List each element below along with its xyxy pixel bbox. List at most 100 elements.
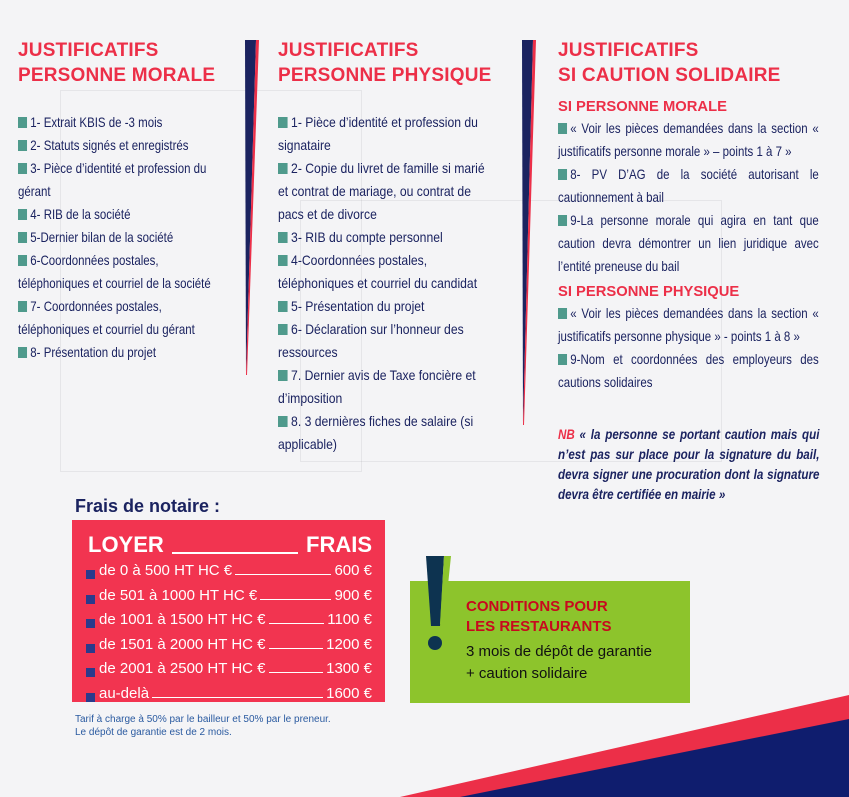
footer-band <box>400 695 849 797</box>
list-item: 8. 3 dernières fiches de salaire (si app… <box>278 410 487 456</box>
list-item: 5- Présentation du projet <box>278 295 487 318</box>
list-item: 6- Déclaration sur l’honneur des ressour… <box>278 318 487 364</box>
list-item-text: 1- Pièce d’identité et profession du sig… <box>278 114 478 153</box>
exclamation-icon <box>426 556 451 650</box>
list-item-text: 2- Copie du livret de famille si marié e… <box>278 160 485 222</box>
bullet-square-icon <box>86 643 95 653</box>
frais-range: de 1001 à 1500 HT HC € <box>99 611 266 628</box>
bullet-square-icon <box>86 594 95 604</box>
frais-note: Tarif à charge à 50% par le bailleur et … <box>75 714 331 738</box>
list-item-text: 5-Dernier bilan de la société <box>30 229 174 245</box>
frais-fee: 1600 € <box>326 684 372 702</box>
bullet-square-icon <box>18 140 28 151</box>
frais-fee: 1200 € <box>326 635 372 653</box>
list-item: 7- Coordonnées postales, téléphoniques e… <box>18 295 223 341</box>
list-item: 8- Présentation du projet <box>18 341 223 364</box>
frais-range: au-delà <box>99 684 150 702</box>
bullet-square-icon <box>18 232 28 243</box>
frais-row: de 1501 à 2000 HT HC € 1200 € <box>86 636 372 653</box>
frais-row: de 501 à 1000 HT HC € 900 € <box>86 587 372 604</box>
list-item: 7. Dernier avis de Taxe foncière et d’im… <box>278 364 487 410</box>
list-item-text: 5- Présentation du projet <box>291 298 425 314</box>
bullet-square-icon <box>558 354 568 365</box>
frais-header: LOYER FRAIS <box>88 532 372 557</box>
list-item-text: 7- Coordonnées postales, téléphoniques e… <box>18 298 195 337</box>
bullet-square-icon <box>278 232 288 243</box>
list-item-text: 3- Pièce d’identité et profession du gér… <box>18 160 207 199</box>
frais-fee: 600 € <box>334 562 372 579</box>
list-item-text: 4- RIB de la société <box>30 206 131 222</box>
col1-title: JUSTIFICATIFS PERSONNE MORALE <box>18 40 216 86</box>
bullet-square-icon <box>18 255 28 266</box>
list-item: « Voir les pièces demandées dans la sect… <box>558 302 819 348</box>
list-item-text: 9-La personne morale qui agira en tant q… <box>558 212 819 274</box>
frais-table: LOYER FRAIS de 0 à 500 HT HC € 600 € de 501… <box>72 520 385 702</box>
list-item-text: 7. Dernier avis de Taxe foncière et d’im… <box>278 367 476 406</box>
bullet-square-icon <box>558 123 568 134</box>
list-item-text: « Voir les pièces demandées dans la sect… <box>558 120 819 159</box>
frais-range: de 1501 à 2000 HT HC € <box>99 635 266 653</box>
bullet-square-icon <box>18 163 28 174</box>
frais-fee: 1100 € <box>327 611 372 628</box>
frais-row: de 1001 à 1500 HT HC € 1100 € <box>86 611 372 628</box>
bullet-square-icon <box>18 117 28 128</box>
frais-fee: 1300 € <box>326 660 372 677</box>
list-item: 9-La personne morale qui agira en tant q… <box>558 209 819 278</box>
list-item: « Voir les pièces demandées dans la sect… <box>558 117 819 163</box>
restaurant-conditions: CONDITIONS POUR LES RESTAURANTS 3 mois de… <box>410 556 690 703</box>
list-item-text: 8- Présentation du projet <box>30 344 157 360</box>
frais-range: de 501 à 1000 HT HC € <box>99 586 258 604</box>
list-item: 1- Pièce d’identité et profession du sig… <box>278 111 487 157</box>
list-item: 4- RIB de la société <box>18 203 223 226</box>
list-item: 6-Coordonnées postales, téléphoniques et… <box>18 249 223 295</box>
bullet-square-icon <box>558 308 568 319</box>
background-sketch <box>60 90 362 472</box>
bullet-square-icon <box>86 692 95 702</box>
divider <box>522 40 536 425</box>
bullet-square-icon <box>18 301 28 312</box>
list-item: 3- RIB du compte personnel <box>278 226 487 249</box>
frais-row: au-delà 1600 € <box>86 685 372 702</box>
frais-range: de 2001 à 2500 HT HC € <box>99 660 266 677</box>
bullet-square-icon <box>278 416 288 427</box>
list-item-text: 8- PV D’AG de la société autorisant le c… <box>558 166 819 205</box>
list-item: 5-Dernier bilan de la société <box>18 226 223 249</box>
list-item-text: 6- Déclaration sur l’honneur des ressour… <box>278 321 464 360</box>
background-sketch <box>300 200 722 462</box>
col1-list: 1- Extrait KBIS de -3 mois 2- Statuts sig… <box>18 111 223 364</box>
list-item-text: 9-Nom et coordonnées des employeurs des … <box>558 351 819 390</box>
bullet-square-icon <box>278 255 288 266</box>
bullet-square-icon <box>18 209 28 220</box>
frais-range: de 0 à 500 HT HC € <box>99 562 233 579</box>
col3-list: SI PERSONNE MORALE « Voir les pièces dem… <box>558 96 819 394</box>
list-item: 2- Statuts signés et enregistrés <box>18 134 223 157</box>
list-item: 8- PV D’AG de la société autorisant le c… <box>558 163 819 209</box>
list-item-text: 4-Coordonnées postales, téléphoniques et… <box>278 252 478 291</box>
subheading-physique: SI PERSONNE PHYSIQUE <box>558 283 740 300</box>
list-item: 9-Nom et coordonnées des employeurs des … <box>558 348 819 394</box>
list-item: 2- Copie du livret de famille si marié e… <box>278 157 487 226</box>
list-item-text: 1- Extrait KBIS de -3 mois <box>30 114 163 130</box>
bullet-square-icon <box>278 117 288 128</box>
bullet-square-icon <box>18 347 28 358</box>
list-item: 1- Extrait KBIS de -3 mois <box>18 111 223 134</box>
list-item-text: 8. 3 dernières fiches de salaire (si app… <box>278 413 474 452</box>
frais-fee: 900 € <box>334 586 372 604</box>
divider <box>245 40 259 375</box>
bullet-square-icon <box>558 169 568 180</box>
bullet-square-icon <box>86 619 95 628</box>
bullet-square-icon <box>278 163 288 174</box>
bullet-square-icon <box>278 301 288 312</box>
col2-list: 1- Pièce d’identité et profession du sig… <box>278 111 487 456</box>
list-item-text: 3- RIB du compte personnel <box>291 229 443 245</box>
list-item: 4-Coordonnées postales, téléphoniques et… <box>278 249 487 295</box>
bullet-square-icon <box>278 370 288 381</box>
col3-title: JUSTIFICATIFS SI CAUTION SOLIDAIRE <box>558 40 781 86</box>
list-item-text: 6-Coordonnées postales, téléphoniques et… <box>18 252 211 291</box>
frais-row: de 0 à 500 HT HC € 600 € <box>86 562 372 579</box>
list-item-text: 2- Statuts signés et enregistrés <box>30 137 189 153</box>
col2-title: JUSTIFICATIFS PERSONNE PHYSIQUE <box>278 40 492 86</box>
frais-title: Frais de notaire : <box>75 496 221 516</box>
nb-note: NB « la personne se portant caution mais… <box>558 426 820 502</box>
frais-row: de 2001 à 2500 HT HC € 1300 € <box>86 660 372 677</box>
